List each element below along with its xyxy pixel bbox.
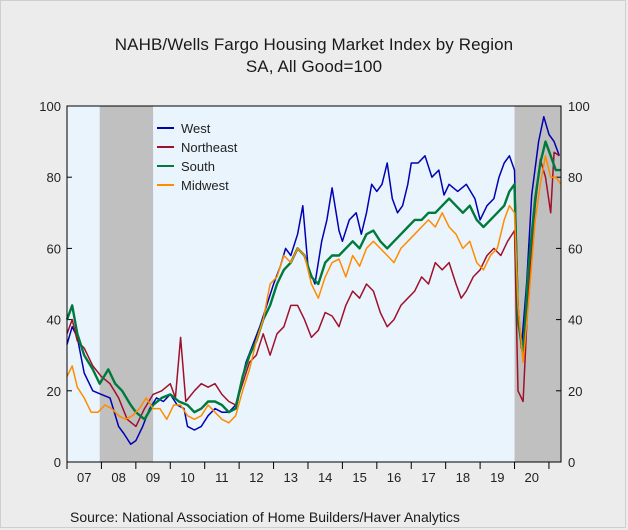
y-tick-label-right: 20: [568, 384, 582, 399]
y-tick-label-right: 80: [568, 170, 582, 185]
y-tick-label-left: 0: [54, 455, 61, 470]
plot-border: [66, 105, 562, 463]
legend-label-midwest: Midwest: [181, 178, 229, 193]
y-tick-label-left: 60: [47, 241, 61, 256]
x-tick-label: 11: [215, 470, 229, 485]
series-line-south: [65, 140, 561, 421]
legend-label-south: South: [181, 159, 215, 174]
legend-label-northeast: Northeast: [181, 140, 238, 155]
x-tick-label: 10: [180, 470, 194, 485]
y-tick-label-left: 20: [47, 384, 61, 399]
x-tick-label: 19: [490, 470, 504, 485]
line-chart: 0 0 20 20 40 40 60 60 80 80 100 100 07 08 09 10 11 12 13 14…: [39, 99, 589, 485]
recession-band: [99, 106, 154, 462]
y-tick-label-left: 100: [39, 99, 61, 114]
axes: 0 0 20 20 40 40 60 60 80 80 100 100 07 08 09 10 11 12 13 14…: [39, 99, 589, 485]
source-note: Source: National Association of Home Bui…: [70, 509, 460, 525]
chart-subtitle: SA, All Good=100: [245, 57, 383, 76]
y-tick-label-right: 0: [568, 455, 575, 470]
x-tick-label: 15: [352, 470, 366, 485]
x-tick-label: 20: [525, 470, 539, 485]
x-tick-label: 09: [146, 470, 160, 485]
series-line-northeast: [66, 151, 560, 428]
x-tick-label: 14: [318, 470, 332, 485]
legend-label-west: West: [181, 121, 211, 136]
x-tick-label: 13: [284, 470, 298, 485]
series-lines: [65, 115, 562, 445]
x-tick-label: 07: [77, 470, 91, 485]
y-tick-label-right: 60: [568, 241, 582, 256]
legend: West Northeast South Midwest: [157, 121, 238, 193]
x-tick-label: 08: [111, 470, 125, 485]
x-tick-label: 18: [456, 470, 470, 485]
y-tick-label-left: 80: [47, 170, 61, 185]
x-tick-label: 17: [421, 470, 435, 485]
y-tick-label-right: 40: [568, 313, 582, 328]
y-tick-label-left: 40: [47, 313, 61, 328]
x-tick-label: 16: [387, 470, 401, 485]
y-tick-label-right: 100: [568, 99, 590, 114]
chart-title: NAHB/Wells Fargo Housing Market Index by…: [114, 35, 514, 54]
x-tick-label: 12: [249, 470, 263, 485]
series-line-midwest: [66, 155, 562, 424]
